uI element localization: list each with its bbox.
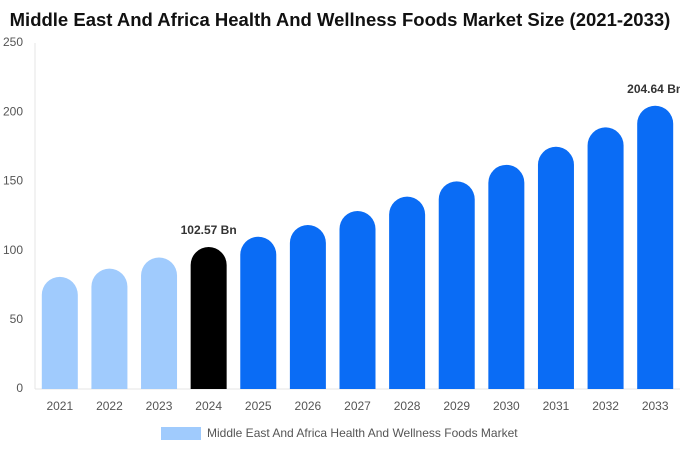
bar xyxy=(488,164,525,389)
value-label: 204.64 Bn xyxy=(627,82,680,96)
x-tick-label: 2023 xyxy=(146,399,173,413)
bar xyxy=(587,127,624,389)
x-tick-label: 2025 xyxy=(245,399,272,413)
value-label: 102.57 Bn xyxy=(181,223,237,237)
bar xyxy=(438,181,475,389)
bar xyxy=(240,236,277,389)
legend-label: Middle East And Africa Health And Wellne… xyxy=(207,426,518,440)
x-tick-label: 2026 xyxy=(295,399,322,413)
x-tick-label: 2024 xyxy=(195,399,222,413)
x-tick-label: 2030 xyxy=(493,399,520,413)
bar xyxy=(339,211,376,389)
x-tick-label: 2027 xyxy=(344,399,371,413)
legend-swatch xyxy=(161,427,201,440)
y-tick-label: 0 xyxy=(16,381,23,395)
bar xyxy=(637,105,674,390)
chart-title: Middle East And Africa Health And Wellne… xyxy=(10,9,671,30)
bar xyxy=(537,146,574,389)
bar xyxy=(289,224,326,389)
y-tick-label: 200 xyxy=(3,104,23,118)
x-tick-label: 2028 xyxy=(394,399,421,413)
y-tick-label: 250 xyxy=(3,35,23,49)
bar xyxy=(41,276,78,389)
y-tick-label: 100 xyxy=(3,243,23,257)
y-tick-label: 50 xyxy=(10,312,24,326)
x-tick-label: 2021 xyxy=(46,399,73,413)
y-tick-label: 150 xyxy=(3,174,23,188)
x-tick-label: 2032 xyxy=(592,399,619,413)
bar xyxy=(190,247,227,389)
bar xyxy=(141,257,178,389)
x-tick-label: 2033 xyxy=(642,399,669,413)
bar xyxy=(389,196,426,389)
x-tick-label: 2031 xyxy=(543,399,570,413)
x-tick-label: 2022 xyxy=(96,399,123,413)
bar xyxy=(91,268,128,389)
x-tick-label: 2029 xyxy=(443,399,470,413)
